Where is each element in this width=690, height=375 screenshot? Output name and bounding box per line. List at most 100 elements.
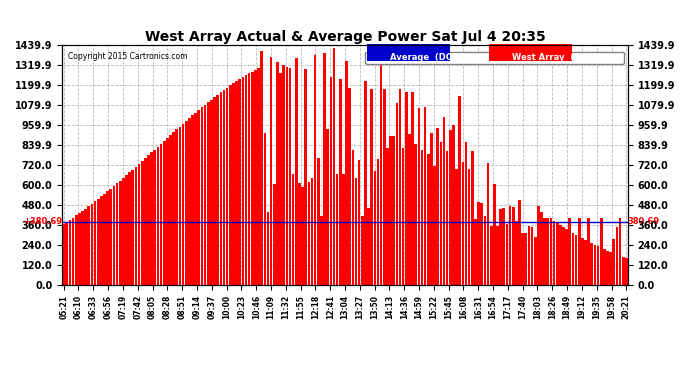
Bar [597,246,600,285]
Bar [351,150,354,285]
Bar [135,167,137,285]
Bar [264,133,266,285]
Bar [298,183,301,285]
Bar [549,218,552,285]
Bar [474,219,477,285]
Bar [122,178,125,285]
Bar [273,184,275,285]
Bar [543,218,546,285]
Bar [188,118,190,285]
Bar [364,81,367,285]
Bar [326,129,329,285]
Bar [405,92,408,285]
Bar [128,172,131,285]
Bar [383,88,386,285]
Bar [68,220,71,285]
Bar [181,124,184,285]
Bar [600,218,602,285]
Bar [141,161,144,285]
Bar [144,158,147,285]
Bar [556,223,558,285]
Bar [257,68,260,285]
Bar [195,113,197,285]
Bar [591,243,593,285]
Bar [213,97,216,285]
Bar [150,153,153,285]
Bar [509,206,511,285]
Bar [531,227,533,285]
Bar [606,251,609,285]
Bar [565,229,568,285]
Bar [371,89,373,285]
Bar [581,238,584,285]
Bar [373,171,376,285]
Bar [110,189,112,285]
Bar [125,175,128,285]
Bar [477,202,480,285]
Bar [593,245,596,285]
Bar [613,239,615,285]
Bar [201,107,204,285]
Bar [417,108,420,285]
Bar [377,159,380,285]
Bar [323,53,326,285]
Bar [393,135,395,285]
Bar [471,151,473,285]
Bar [553,221,555,285]
Bar [367,208,370,285]
Bar [229,86,232,285]
Bar [571,233,574,285]
Bar [66,222,68,285]
Bar [100,196,103,285]
Title: West Array Actual & Average Power Sat Jul 4 20:35: West Array Actual & Average Power Sat Ju… [145,30,545,44]
Bar [355,178,357,285]
Bar [282,66,285,285]
Bar [166,138,169,285]
Bar [302,187,304,285]
Bar [219,92,222,285]
Bar [515,221,518,285]
Bar [292,174,295,285]
Bar [157,147,159,285]
Bar [358,160,360,285]
Bar [603,249,606,285]
Bar [295,58,297,285]
Bar [238,79,241,285]
Bar [615,228,618,285]
Bar [330,77,332,285]
Bar [94,201,97,285]
Bar [90,204,93,285]
Bar [153,150,156,285]
Bar [528,226,530,285]
Bar [411,92,414,285]
Bar [251,72,254,285]
Bar [288,68,291,285]
Bar [361,216,364,285]
Bar [521,233,524,285]
Bar [138,164,141,285]
Bar [245,75,247,285]
Bar [339,79,342,285]
Bar [314,56,317,285]
Bar [534,237,537,285]
Bar [569,218,571,285]
Bar [84,209,87,285]
Bar [464,142,467,285]
Bar [446,151,448,285]
Bar [279,73,282,285]
Text: 380.69: 380.69 [628,217,660,226]
Bar [248,74,250,285]
Bar [408,134,411,285]
Bar [506,224,509,285]
Bar [587,218,590,285]
Bar [185,121,188,285]
Bar [480,203,483,285]
Bar [625,258,628,285]
Bar [308,182,310,285]
Bar [169,135,172,285]
Bar [402,148,404,285]
Bar [386,148,388,285]
Bar [490,226,493,285]
Bar [458,96,461,285]
Bar [217,95,219,285]
